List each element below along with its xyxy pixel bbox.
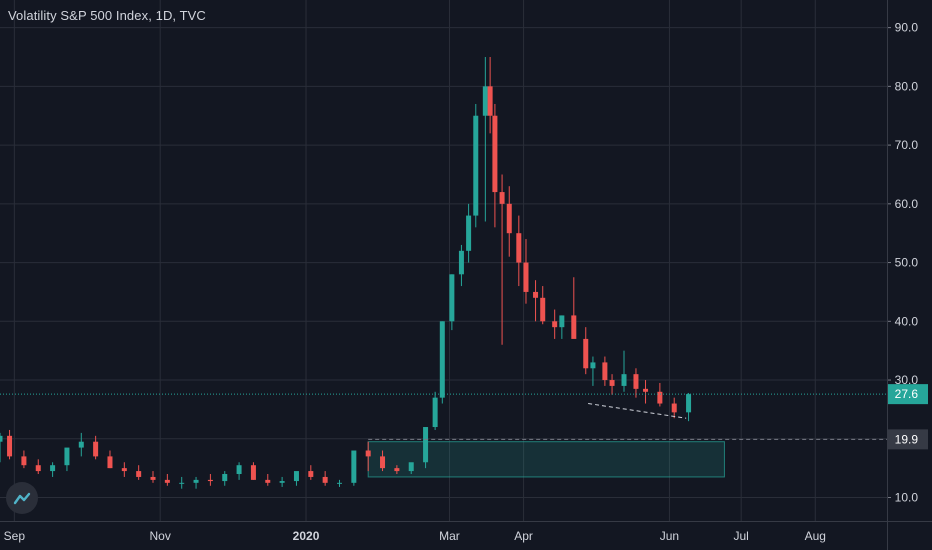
- candle-body: [236, 465, 242, 475]
- candle-body: [394, 468, 400, 472]
- candle-body: [657, 391, 663, 404]
- candle-body: [7, 435, 13, 457]
- level-marker-label: 19.9: [895, 432, 919, 446]
- candle-body: [516, 233, 522, 263]
- candle-body: [643, 388, 649, 392]
- y-tick-label: 10.0: [895, 491, 919, 505]
- candle-body: [265, 479, 271, 483]
- candle-body: [590, 362, 596, 369]
- annotation-layer: [367, 441, 725, 478]
- candle-body: [671, 403, 677, 413]
- candle-body: [50, 465, 56, 472]
- y-tick-label: 50.0: [895, 256, 919, 270]
- x-tick-label: 2020: [293, 529, 320, 543]
- candle-body: [64, 447, 70, 466]
- candle-body: [540, 297, 546, 322]
- candle-body: [583, 338, 589, 369]
- price-axis[interactable]: 10.020.030.040.050.060.070.080.090.019.9…: [887, 0, 928, 550]
- last-price-box: [888, 384, 928, 405]
- candle-body: [602, 362, 608, 381]
- candle-body: [559, 315, 565, 328]
- candle-body: [250, 465, 256, 480]
- candle-body: [439, 321, 445, 398]
- candle-body: [293, 471, 299, 482]
- candle-body: [533, 291, 539, 298]
- x-tick-label: Jun: [660, 529, 679, 543]
- y-tick-label: 60.0: [895, 197, 919, 211]
- chart-title: Volatility S&P 500 Index, 1D, TVC: [8, 8, 206, 23]
- x-tick-label: Aug: [805, 529, 826, 543]
- x-tick-label: Apr: [514, 529, 533, 543]
- candle-body: [380, 456, 386, 469]
- x-tick-label: Sep: [4, 529, 26, 543]
- x-tick-label: Jul: [733, 529, 748, 543]
- candle-body: [21, 456, 27, 466]
- overlay-lines: [0, 393, 887, 440]
- y-tick-label: 90.0: [895, 21, 919, 35]
- grid: [0, 0, 887, 521]
- y-tick-label: 80.0: [895, 79, 919, 93]
- candle-body: [499, 192, 505, 204]
- candle-body: [633, 374, 639, 389]
- x-tick-label: Mar: [439, 529, 460, 543]
- candle-body: [136, 471, 142, 477]
- candle-body: [0, 435, 3, 442]
- candle-body: [150, 476, 156, 480]
- candle-body: [93, 441, 99, 457]
- candle-body: [571, 315, 577, 339]
- candle-body: [523, 262, 529, 292]
- candle-body: [207, 479, 213, 482]
- candle-body: [466, 215, 472, 251]
- candle-body: [78, 441, 84, 448]
- candle-body: [35, 465, 41, 472]
- y-tick-label: 70.0: [895, 138, 919, 152]
- candle-body: [222, 474, 228, 482]
- level-marker-box: [888, 429, 928, 450]
- candle-body: [492, 115, 498, 193]
- candle-body: [121, 468, 127, 472]
- candle-body: [351, 450, 357, 483]
- candle-body: [482, 86, 488, 116]
- candle-body: [423, 427, 429, 463]
- zone-rectangle: [367, 441, 725, 478]
- candle-body: [107, 456, 113, 469]
- time-axis[interactable]: Sep Nov 2020 Mar Apr Jun Jul Aug: [0, 521, 932, 544]
- candle-body: [552, 321, 558, 328]
- x-tick-label: Nov: [150, 529, 171, 543]
- candle-body: [506, 203, 512, 234]
- candle-body: [193, 479, 199, 483]
- candle-body: [408, 462, 414, 472]
- tradingview-logo[interactable]: [6, 482, 38, 514]
- candles: [0, 56, 692, 489]
- y-tick-label: 40.0: [895, 314, 919, 328]
- candle-body: [473, 115, 479, 216]
- candle-body: [179, 482, 185, 484]
- y-tick-label: 30.0: [895, 373, 919, 387]
- tradingview-cloud-icon: [13, 492, 31, 505]
- candle-body: [365, 450, 371, 457]
- candle-body: [449, 274, 455, 322]
- candle-body: [308, 471, 314, 477]
- last-price-label: 27.6: [895, 387, 919, 401]
- candle-body: [432, 397, 438, 428]
- candle-body: [487, 86, 493, 116]
- candle-body: [322, 476, 328, 483]
- candle-body: [609, 380, 615, 386]
- trend-dashed-line: [588, 403, 687, 419]
- candle-body: [458, 250, 464, 275]
- candle-body: [621, 374, 627, 386]
- candle-body: [336, 482, 342, 484]
- candle-body: [686, 394, 692, 413]
- candle-body: [164, 479, 170, 483]
- candle-body: [279, 481, 285, 483]
